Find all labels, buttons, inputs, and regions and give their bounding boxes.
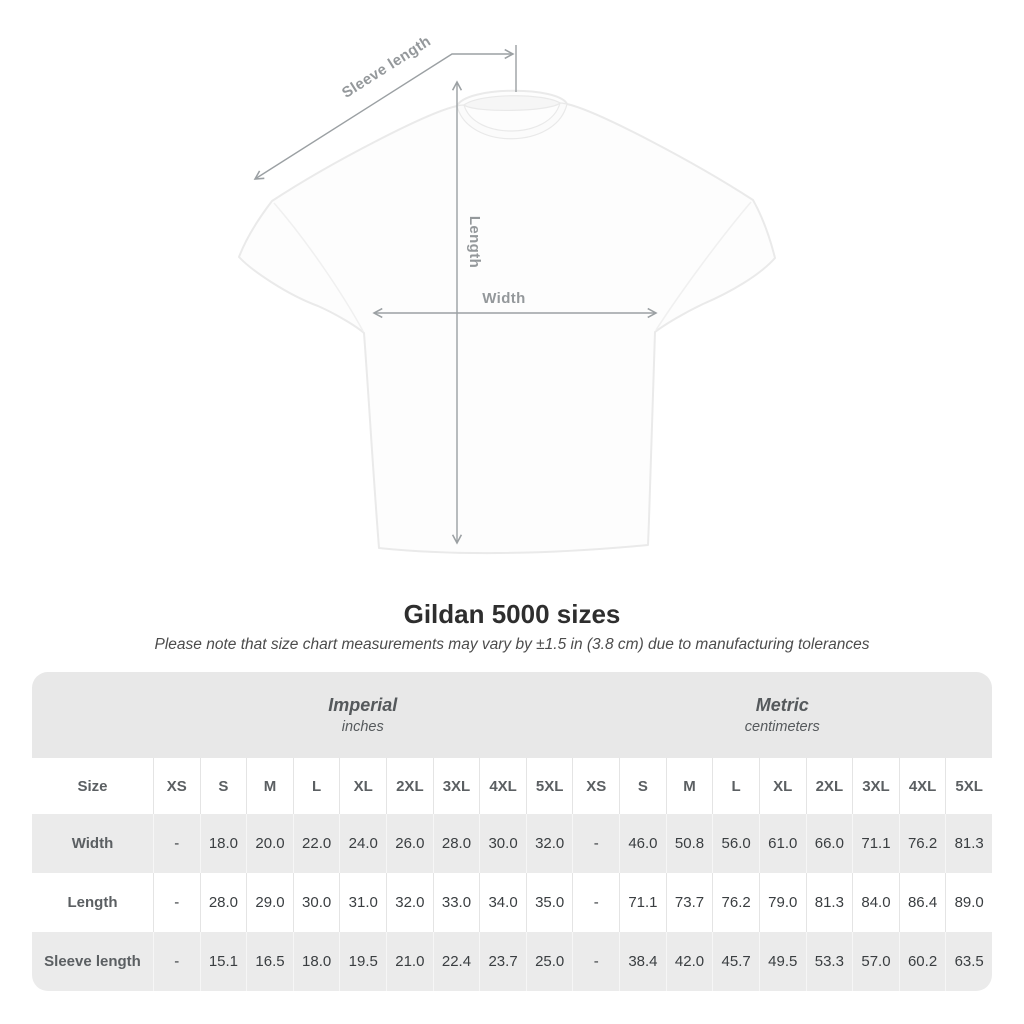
imperial-unit-group: Imperial inches (153, 672, 573, 758)
row-label: Width (32, 814, 153, 873)
table-cell: 18.0 (199, 814, 247, 873)
sleeve-length-arrow (253, 48, 515, 180)
page-title: Gildan 5000 sizes (403, 599, 621, 629)
table-cell: 25.0 (525, 932, 573, 991)
table-cell: 16.5 (246, 932, 293, 991)
metric-label: Metric (755, 695, 809, 715)
table-cell: 61.0 (758, 814, 806, 873)
table-cell: 32.0 (525, 814, 573, 873)
table-cell: 71.1 (852, 814, 899, 873)
column-header: XS (572, 758, 620, 814)
table-cell: - (153, 873, 200, 932)
table-cell: 18.0 (292, 932, 340, 991)
table-cell: 34.0 (479, 873, 526, 932)
table-cell: 53.3 (805, 932, 853, 991)
column-header: S (199, 758, 247, 814)
length-label: Length (466, 216, 483, 268)
table-cell: 71.1 (619, 873, 666, 932)
table-cell: 76.2 (898, 814, 946, 873)
table-cell: 28.0 (199, 873, 247, 932)
table-cell: 46.0 (619, 814, 666, 873)
corner-header: Size (32, 758, 153, 814)
units-header-spacer (32, 672, 153, 758)
table-cell: 84.0 (852, 873, 899, 932)
column-header: 2XL (386, 758, 433, 814)
column-header: L (292, 758, 340, 814)
right-armhole-seam (655, 201, 752, 331)
page-subtitle: Please note that size chart measurements… (154, 636, 870, 653)
measurement-annotations (253, 45, 658, 545)
column-header: 3XL (852, 758, 899, 814)
table-cell: 32.0 (386, 873, 433, 932)
table-cell: 31.0 (339, 873, 387, 932)
table-cell: - (572, 814, 620, 873)
tshirt-diagram: Sleeve length Length Width (238, 33, 776, 555)
column-header: S (619, 758, 666, 814)
table-cell: 86.4 (898, 873, 946, 932)
tshirt-graphic (238, 89, 776, 555)
table-cell: 30.0 (292, 873, 340, 932)
column-header: 5XL (945, 758, 992, 814)
table-cell: - (153, 814, 200, 873)
sleeve-length-label: Sleeve length (339, 33, 434, 102)
table-cell: 76.2 (712, 873, 759, 932)
table-cell: 79.0 (758, 873, 806, 932)
row-label: Length (32, 873, 153, 932)
column-header: M (665, 758, 713, 814)
column-header: 5XL (525, 758, 573, 814)
metric-unit-group: Metric centimeters (572, 672, 992, 758)
column-header: XL (758, 758, 806, 814)
size-table: Imperial inches Metric centimeters Size X… (32, 672, 992, 991)
table-cell: 24.0 (339, 814, 387, 873)
table-cell: - (153, 932, 200, 991)
column-header: XL (339, 758, 387, 814)
table-cell: 56.0 (712, 814, 759, 873)
column-header: 3XL (432, 758, 480, 814)
column-header: L (712, 758, 759, 814)
table-cell: 19.5 (339, 932, 387, 991)
table-cell: 26.0 (386, 814, 433, 873)
imperial-sublabel: inches (341, 719, 384, 735)
table-cell: 20.0 (246, 814, 293, 873)
table-cell: 38.4 (619, 932, 666, 991)
table-cell: 63.5 (945, 932, 992, 991)
table-cell: 50.8 (665, 814, 713, 873)
table-cell: 42.0 (665, 932, 713, 991)
table-cell: 73.7 (665, 873, 713, 932)
table-cell: 29.0 (246, 873, 293, 932)
column-header: XS (153, 758, 200, 814)
table-cell: 15.1 (199, 932, 247, 991)
table-cell: 45.7 (712, 932, 759, 991)
row-label: Sleeve length (32, 932, 153, 991)
table-cell: 22.0 (292, 814, 340, 873)
table-cell: 35.0 (525, 873, 573, 932)
column-header: 4XL (479, 758, 526, 814)
table-cell: 30.0 (479, 814, 526, 873)
column-header: 4XL (898, 758, 946, 814)
table-cell: 23.7 (479, 932, 526, 991)
table-cell: 28.0 (432, 814, 480, 873)
table-cell: 22.4 (432, 932, 480, 991)
table-cell: 57.0 (852, 932, 899, 991)
column-header: 2XL (805, 758, 853, 814)
table-cell: 81.3 (805, 873, 853, 932)
width-label: Width (482, 290, 526, 307)
table-cell: 66.0 (805, 814, 853, 873)
imperial-label: Imperial (328, 695, 398, 715)
table-cell: - (572, 873, 620, 932)
tshirt-body-outline (238, 89, 776, 555)
metric-sublabel: centimeters (744, 719, 820, 735)
table-cell: 33.0 (432, 873, 480, 932)
table-cell: 49.5 (758, 932, 806, 991)
table-cell: 60.2 (898, 932, 946, 991)
table-cell: - (572, 932, 620, 991)
table-cell: 81.3 (945, 814, 992, 873)
table-cell: 89.0 (945, 873, 992, 932)
table-cell: 21.0 (386, 932, 433, 991)
left-armhole-seam (273, 202, 364, 332)
column-header: M (246, 758, 293, 814)
